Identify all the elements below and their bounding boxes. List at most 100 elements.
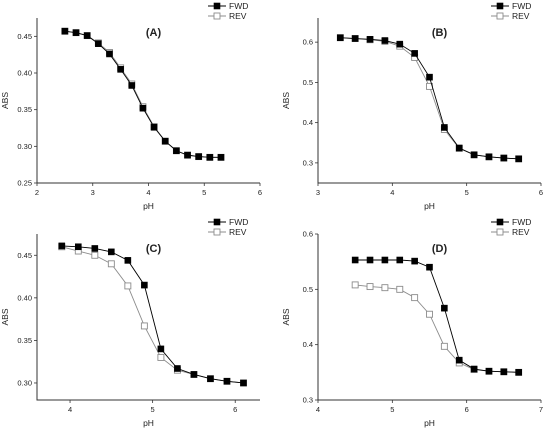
data-point-fwd bbox=[381, 256, 389, 264]
data-point-fwd bbox=[217, 154, 225, 161]
data-point-fwd bbox=[396, 256, 404, 264]
legend-label-fwd: FWD bbox=[229, 1, 248, 11]
panel-label: (D) bbox=[432, 243, 448, 255]
data-point-fwd bbox=[455, 144, 463, 152]
data-point-fwd bbox=[72, 29, 80, 36]
data-point-rev bbox=[107, 260, 115, 268]
panel-label: (A) bbox=[146, 27, 162, 39]
x-tick-label: 4 bbox=[316, 405, 320, 414]
legend-label-rev: REV bbox=[512, 227, 530, 237]
data-point-fwd bbox=[426, 263, 433, 271]
data-point-fwd bbox=[411, 50, 418, 57]
legend-marker-rev bbox=[496, 228, 504, 236]
y-tick-label: 0.40 bbox=[17, 293, 32, 302]
legend-marker-fwd bbox=[213, 2, 221, 10]
data-point-rev bbox=[381, 284, 389, 292]
y-tick-label: 0.40 bbox=[17, 69, 32, 78]
data-point-fwd bbox=[61, 27, 69, 35]
data-point-fwd bbox=[351, 35, 359, 42]
data-point-fwd bbox=[161, 137, 169, 145]
data-point-rev bbox=[157, 353, 165, 361]
legend-label-fwd: FWD bbox=[512, 1, 531, 11]
legend-label-rev: REV bbox=[229, 11, 247, 21]
data-point-fwd bbox=[441, 304, 448, 312]
data-point-fwd bbox=[174, 365, 181, 372]
data-point-fwd bbox=[58, 242, 66, 250]
legend-marker-rev bbox=[213, 228, 221, 236]
x-tick-label: 7 bbox=[539, 405, 543, 414]
legend-label-fwd: FWD bbox=[512, 217, 531, 227]
axes bbox=[36, 18, 260, 184]
y-tick-label: 0.4 bbox=[303, 118, 313, 127]
x-tick-label: 3 bbox=[316, 188, 320, 197]
data-point-rev bbox=[426, 310, 433, 318]
data-point-fwd bbox=[485, 153, 493, 161]
x-tick-label: 5 bbox=[390, 405, 394, 414]
data-point-fwd bbox=[381, 37, 389, 44]
series-line-fwd bbox=[340, 37, 519, 160]
data-point-rev bbox=[366, 283, 374, 291]
legend-marker-rev bbox=[213, 12, 221, 20]
x-tick-label: 6 bbox=[465, 405, 469, 414]
data-point-fwd bbox=[141, 281, 148, 289]
y-tick-label: 0.45 bbox=[17, 251, 32, 260]
data-point-rev bbox=[396, 285, 404, 293]
data-point-fwd bbox=[396, 40, 404, 48]
y-tick-label: 0.30 bbox=[17, 378, 32, 387]
x-tick-label: 6 bbox=[258, 188, 262, 197]
y-tick-label: 0.3 bbox=[303, 158, 313, 167]
data-point-fwd bbox=[366, 36, 374, 43]
y-tick-label: 0.3 bbox=[303, 396, 313, 405]
y-tick-label: 0.45 bbox=[17, 32, 32, 41]
series-line-rev bbox=[64, 30, 221, 158]
legend-label-fwd: FWD bbox=[229, 217, 248, 227]
data-point-rev bbox=[411, 294, 419, 302]
data-point-fwd bbox=[240, 379, 247, 387]
x-axis-label: pH bbox=[424, 418, 435, 428]
y-tick-label: 0.5 bbox=[303, 78, 313, 87]
data-point-fwd bbox=[108, 248, 115, 256]
y-axis-label: ABS bbox=[0, 308, 10, 325]
data-point-fwd bbox=[207, 375, 214, 383]
y-tick-label: 0.30 bbox=[17, 142, 32, 151]
x-tick-label: 6 bbox=[233, 405, 237, 414]
panel-label: (B) bbox=[432, 27, 448, 39]
y-axis-label: ABS bbox=[281, 308, 291, 325]
data-point-fwd bbox=[500, 368, 508, 376]
y-tick-label: 0.4 bbox=[303, 340, 313, 349]
x-tick-label: 5 bbox=[465, 188, 469, 197]
y-tick-label: 0.35 bbox=[17, 336, 32, 345]
x-tick-label: 5 bbox=[151, 405, 155, 414]
y-tick-label: 0.6 bbox=[303, 38, 313, 47]
y-axis-label: ABS bbox=[0, 92, 10, 109]
data-point-fwd bbox=[351, 256, 359, 264]
data-point-rev bbox=[140, 322, 148, 330]
data-point-fwd bbox=[83, 32, 91, 39]
data-point-fwd bbox=[441, 124, 448, 131]
x-tick-label: 4 bbox=[146, 188, 150, 197]
x-tick-label: 5 bbox=[202, 188, 206, 197]
x-tick-label: 3 bbox=[91, 188, 95, 197]
data-point-fwd bbox=[470, 151, 478, 159]
data-point-fwd bbox=[485, 367, 493, 375]
axes bbox=[36, 234, 260, 401]
x-tick-label: 4 bbox=[390, 188, 394, 197]
y-axis-label: ABS bbox=[281, 92, 291, 109]
data-point-fwd bbox=[206, 154, 214, 161]
data-point-fwd bbox=[106, 50, 113, 58]
data-point-fwd bbox=[515, 369, 523, 376]
data-point-fwd bbox=[411, 257, 418, 265]
y-tick-label: 0.5 bbox=[303, 285, 313, 294]
legend-marker-rev bbox=[496, 12, 504, 20]
data-point-fwd bbox=[515, 155, 523, 163]
data-point-fwd bbox=[150, 123, 158, 131]
legend-marker-fwd bbox=[496, 2, 504, 10]
data-point-fwd bbox=[336, 34, 344, 42]
data-point-fwd bbox=[124, 257, 132, 264]
data-point-fwd bbox=[117, 66, 124, 73]
data-point-rev bbox=[351, 281, 359, 289]
legend-label-rev: REV bbox=[229, 227, 247, 237]
